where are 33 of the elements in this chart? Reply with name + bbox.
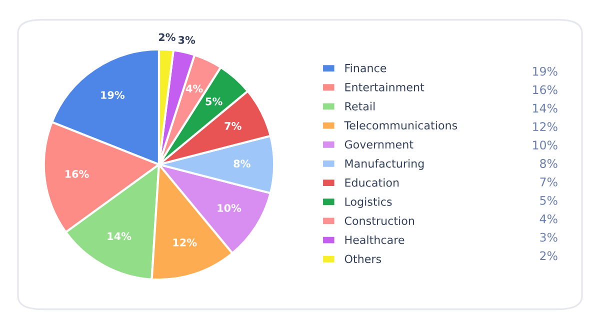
data-label: 8% [234, 160, 250, 168]
legend-label: Logistics [345, 197, 392, 208]
text: 12% [533, 122, 558, 132]
text: 3% [540, 232, 558, 242]
legend-label: Telecommunications [344, 120, 458, 130]
text: 10% [533, 140, 558, 150]
data-label: 16% [65, 170, 89, 178]
text: 14% [533, 104, 558, 113]
legend-label: Finance [345, 64, 386, 72]
legend-label: Education [345, 178, 399, 187]
data-label: 14% [108, 232, 132, 240]
legend-label: Retail [345, 102, 375, 110]
legend-label: Government [344, 140, 414, 149]
text: 5% [540, 196, 558, 205]
legend-label: Others [344, 254, 382, 264]
text: 2% [540, 251, 558, 260]
legend-label: Entertainment [345, 82, 424, 92]
data-label: 5% [206, 97, 222, 106]
data-label: 7% [224, 122, 242, 130]
data-label: 3% [178, 36, 196, 44]
text: 8% [540, 159, 558, 168]
legend-label: Construction [344, 216, 414, 225]
data-label: 19% [101, 91, 125, 99]
data-label: 2% [158, 33, 176, 42]
data-label: 12% [173, 238, 197, 246]
text: 19% [533, 66, 558, 76]
data-label: 10% [218, 204, 242, 212]
text: 16% [533, 85, 558, 94]
text: 7% [540, 177, 558, 186]
data-label: 4% [186, 84, 203, 93]
legend-label: Manufacturing [345, 159, 424, 170]
legend-label: Healthcare [345, 235, 404, 244]
text: 4% [540, 214, 558, 224]
